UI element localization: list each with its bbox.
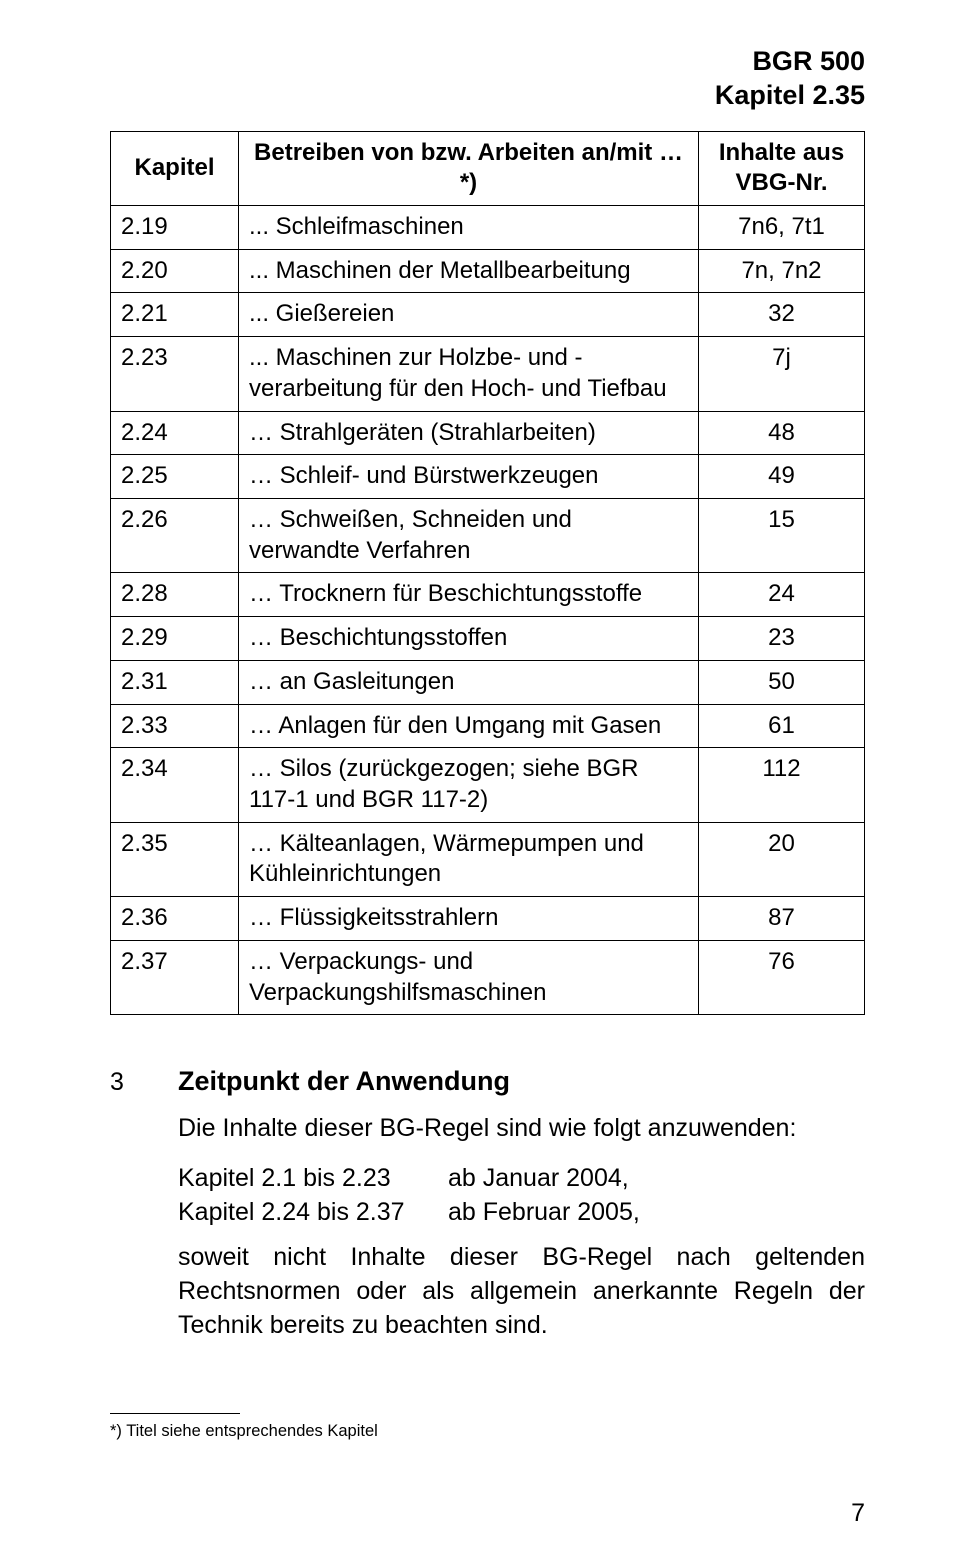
cell-inhalte: 61	[699, 704, 865, 748]
section-para: soweit nicht Inhalte dieser BG-Regel nac…	[178, 1241, 865, 1342]
cell-desc: … Schweißen, Schneiden und verwandte Ver…	[239, 498, 699, 572]
table-row: 2.25… Schleif- und Bürstwerkzeugen49	[111, 455, 865, 499]
footnote: *) Titel siehe entsprechendes Kapitel	[110, 1422, 865, 1441]
doc-id: BGR 500	[110, 45, 865, 79]
col-kapitel: Kapitel	[111, 131, 239, 205]
cell-inhalte: 7n, 7n2	[699, 249, 865, 293]
cell-inhalte: 112	[699, 748, 865, 822]
cell-kapitel: 2.21	[111, 293, 239, 337]
table-row: 2.24… Strahlgeräten (Strahlarbeiten)48	[111, 411, 865, 455]
apply-date: ab Februar 2005,	[448, 1196, 640, 1230]
cell-kapitel: 2.33	[111, 704, 239, 748]
table-header-row: Kapitel Betreiben von bzw. Arbeiten an/m…	[111, 131, 865, 205]
cell-desc: ... Schleifmaschinen	[239, 205, 699, 249]
cell-inhalte: 49	[699, 455, 865, 499]
cell-kapitel: 2.29	[111, 617, 239, 661]
cell-desc: … Silos (zurückgezogen; siehe BGR 117-1 …	[239, 748, 699, 822]
cell-kapitel: 2.37	[111, 940, 239, 1014]
section-title: Zeitpunkt der Anwendung	[178, 1063, 510, 1099]
cell-kapitel: 2.34	[111, 748, 239, 822]
apply-range: Kapitel 2.24 bis 2.37	[178, 1196, 448, 1230]
cell-desc: … Anlagen für den Umgang mit Gasen	[239, 704, 699, 748]
cell-desc: … Trocknern für Beschichtungsstoffe	[239, 573, 699, 617]
page-header: BGR 500 Kapitel 2.35	[110, 45, 865, 113]
table-row: 2.26… Schweißen, Schneiden und verwandte…	[111, 498, 865, 572]
cell-desc: … Flüssigkeitsstrahlern	[239, 897, 699, 941]
col-inhalte: Inhalte aus VBG-Nr.	[699, 131, 865, 205]
table-row: 2.23... Maschinen zur Holzbe- und -verar…	[111, 337, 865, 411]
cell-desc: … Kälteanlagen, Wärmepumpen und Kühleinr…	[239, 822, 699, 896]
cell-inhalte: 20	[699, 822, 865, 896]
cell-inhalte: 15	[699, 498, 865, 572]
cell-inhalte: 87	[699, 897, 865, 941]
col-betreiben: Betreiben von bzw. Arbeiten an/mit …*)	[239, 131, 699, 205]
cell-kapitel: 2.23	[111, 337, 239, 411]
cell-desc: ... Maschinen der Metallbearbeitung	[239, 249, 699, 293]
cell-inhalte: 32	[699, 293, 865, 337]
cell-inhalte: 48	[699, 411, 865, 455]
footnote-rule	[110, 1413, 240, 1414]
cell-inhalte: 24	[699, 573, 865, 617]
cell-kapitel: 2.36	[111, 897, 239, 941]
section-intro: Die Inhalte dieser BG-Regel sind wie fol…	[178, 1112, 865, 1146]
cell-kapitel: 2.31	[111, 660, 239, 704]
chapter-id: Kapitel 2.35	[110, 79, 865, 113]
section-number: 3	[110, 1066, 178, 1100]
cell-inhalte: 23	[699, 617, 865, 661]
table-row: 2.20... Maschinen der Metallbearbeitung7…	[111, 249, 865, 293]
table-row: 2.36… Flüssigkeitsstrahlern87	[111, 897, 865, 941]
cell-kapitel: 2.25	[111, 455, 239, 499]
cell-desc: … Strahlgeräten (Strahlarbeiten)	[239, 411, 699, 455]
cell-kapitel: 2.24	[111, 411, 239, 455]
section-3: 3 Zeitpunkt der Anwendung Die Inhalte di…	[110, 1063, 865, 1342]
cell-desc: … Beschichtungsstoffen	[239, 617, 699, 661]
cell-desc: … an Gasleitungen	[239, 660, 699, 704]
table-row: 2.21... Gießereien32	[111, 293, 865, 337]
table-row: 2.29… Beschichtungsstoffen23	[111, 617, 865, 661]
cell-inhalte: 50	[699, 660, 865, 704]
table-row: 2.28… Trocknern für Beschichtungsstoffe2…	[111, 573, 865, 617]
cell-desc: … Schleif- und Bürstwerkzeugen	[239, 455, 699, 499]
cell-kapitel: 2.28	[111, 573, 239, 617]
page-number: 7	[851, 1499, 865, 1528]
table-row: 2.19... Schleifmaschinen7n6, 7t1	[111, 205, 865, 249]
apply-range: Kapitel 2.1 bis 2.23	[178, 1162, 448, 1196]
table-row: 2.31… an Gasleitungen50	[111, 660, 865, 704]
cell-kapitel: 2.20	[111, 249, 239, 293]
apply-date: ab Januar 2004,	[448, 1162, 629, 1196]
cell-inhalte: 7j	[699, 337, 865, 411]
cell-kapitel: 2.19	[111, 205, 239, 249]
apply-line: Kapitel 2.24 bis 2.37 ab Februar 2005,	[178, 1196, 865, 1230]
cell-kapitel: 2.35	[111, 822, 239, 896]
apply-line: Kapitel 2.1 bis 2.23 ab Januar 2004,	[178, 1162, 865, 1196]
cell-kapitel: 2.26	[111, 498, 239, 572]
table-row: 2.35… Kälteanlagen, Wärmepumpen und Kühl…	[111, 822, 865, 896]
cell-desc: … Verpackungs- und Verpackungshilfsmasch…	[239, 940, 699, 1014]
table-row: 2.37… Verpackungs- und Verpackungshilfsm…	[111, 940, 865, 1014]
cell-desc: ... Maschinen zur Holzbe- und -verarbeit…	[239, 337, 699, 411]
content-table: Kapitel Betreiben von bzw. Arbeiten an/m…	[110, 131, 865, 1016]
cell-inhalte: 7n6, 7t1	[699, 205, 865, 249]
table-row: 2.34… Silos (zurückgezogen; siehe BGR 11…	[111, 748, 865, 822]
table-row: 2.33… Anlagen für den Umgang mit Gasen61	[111, 704, 865, 748]
cell-desc: ... Gießereien	[239, 293, 699, 337]
cell-inhalte: 76	[699, 940, 865, 1014]
